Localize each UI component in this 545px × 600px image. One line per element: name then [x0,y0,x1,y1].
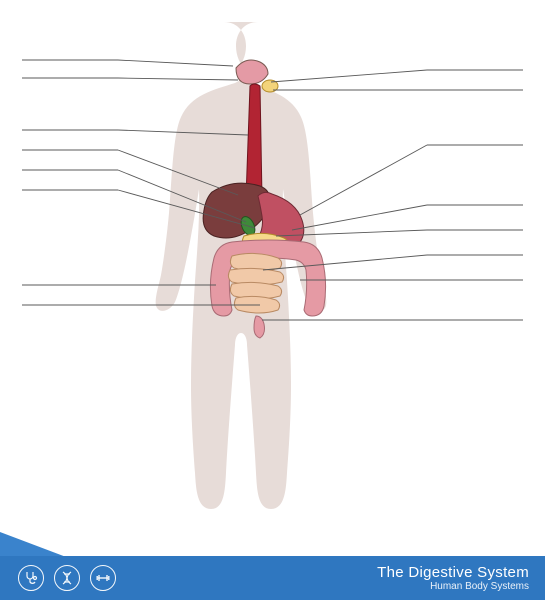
footer-icons [18,565,116,591]
diagram-canvas [0,0,545,600]
organ-mouth [236,60,268,84]
footer-subtitle: Human Body Systems [377,581,529,593]
dna-icon [54,565,80,591]
diagram-svg [0,0,545,540]
footer-title: The Digestive System [377,564,529,581]
footer: The Digestive System Human Body Systems [0,532,545,600]
organ-small-intestine [228,253,283,313]
dumbbell-icon [90,565,116,591]
footer-bar: The Digestive System Human Body Systems [0,556,545,600]
stethoscope-icon [18,565,44,591]
footer-text: The Digestive System Human Body Systems [377,564,529,593]
